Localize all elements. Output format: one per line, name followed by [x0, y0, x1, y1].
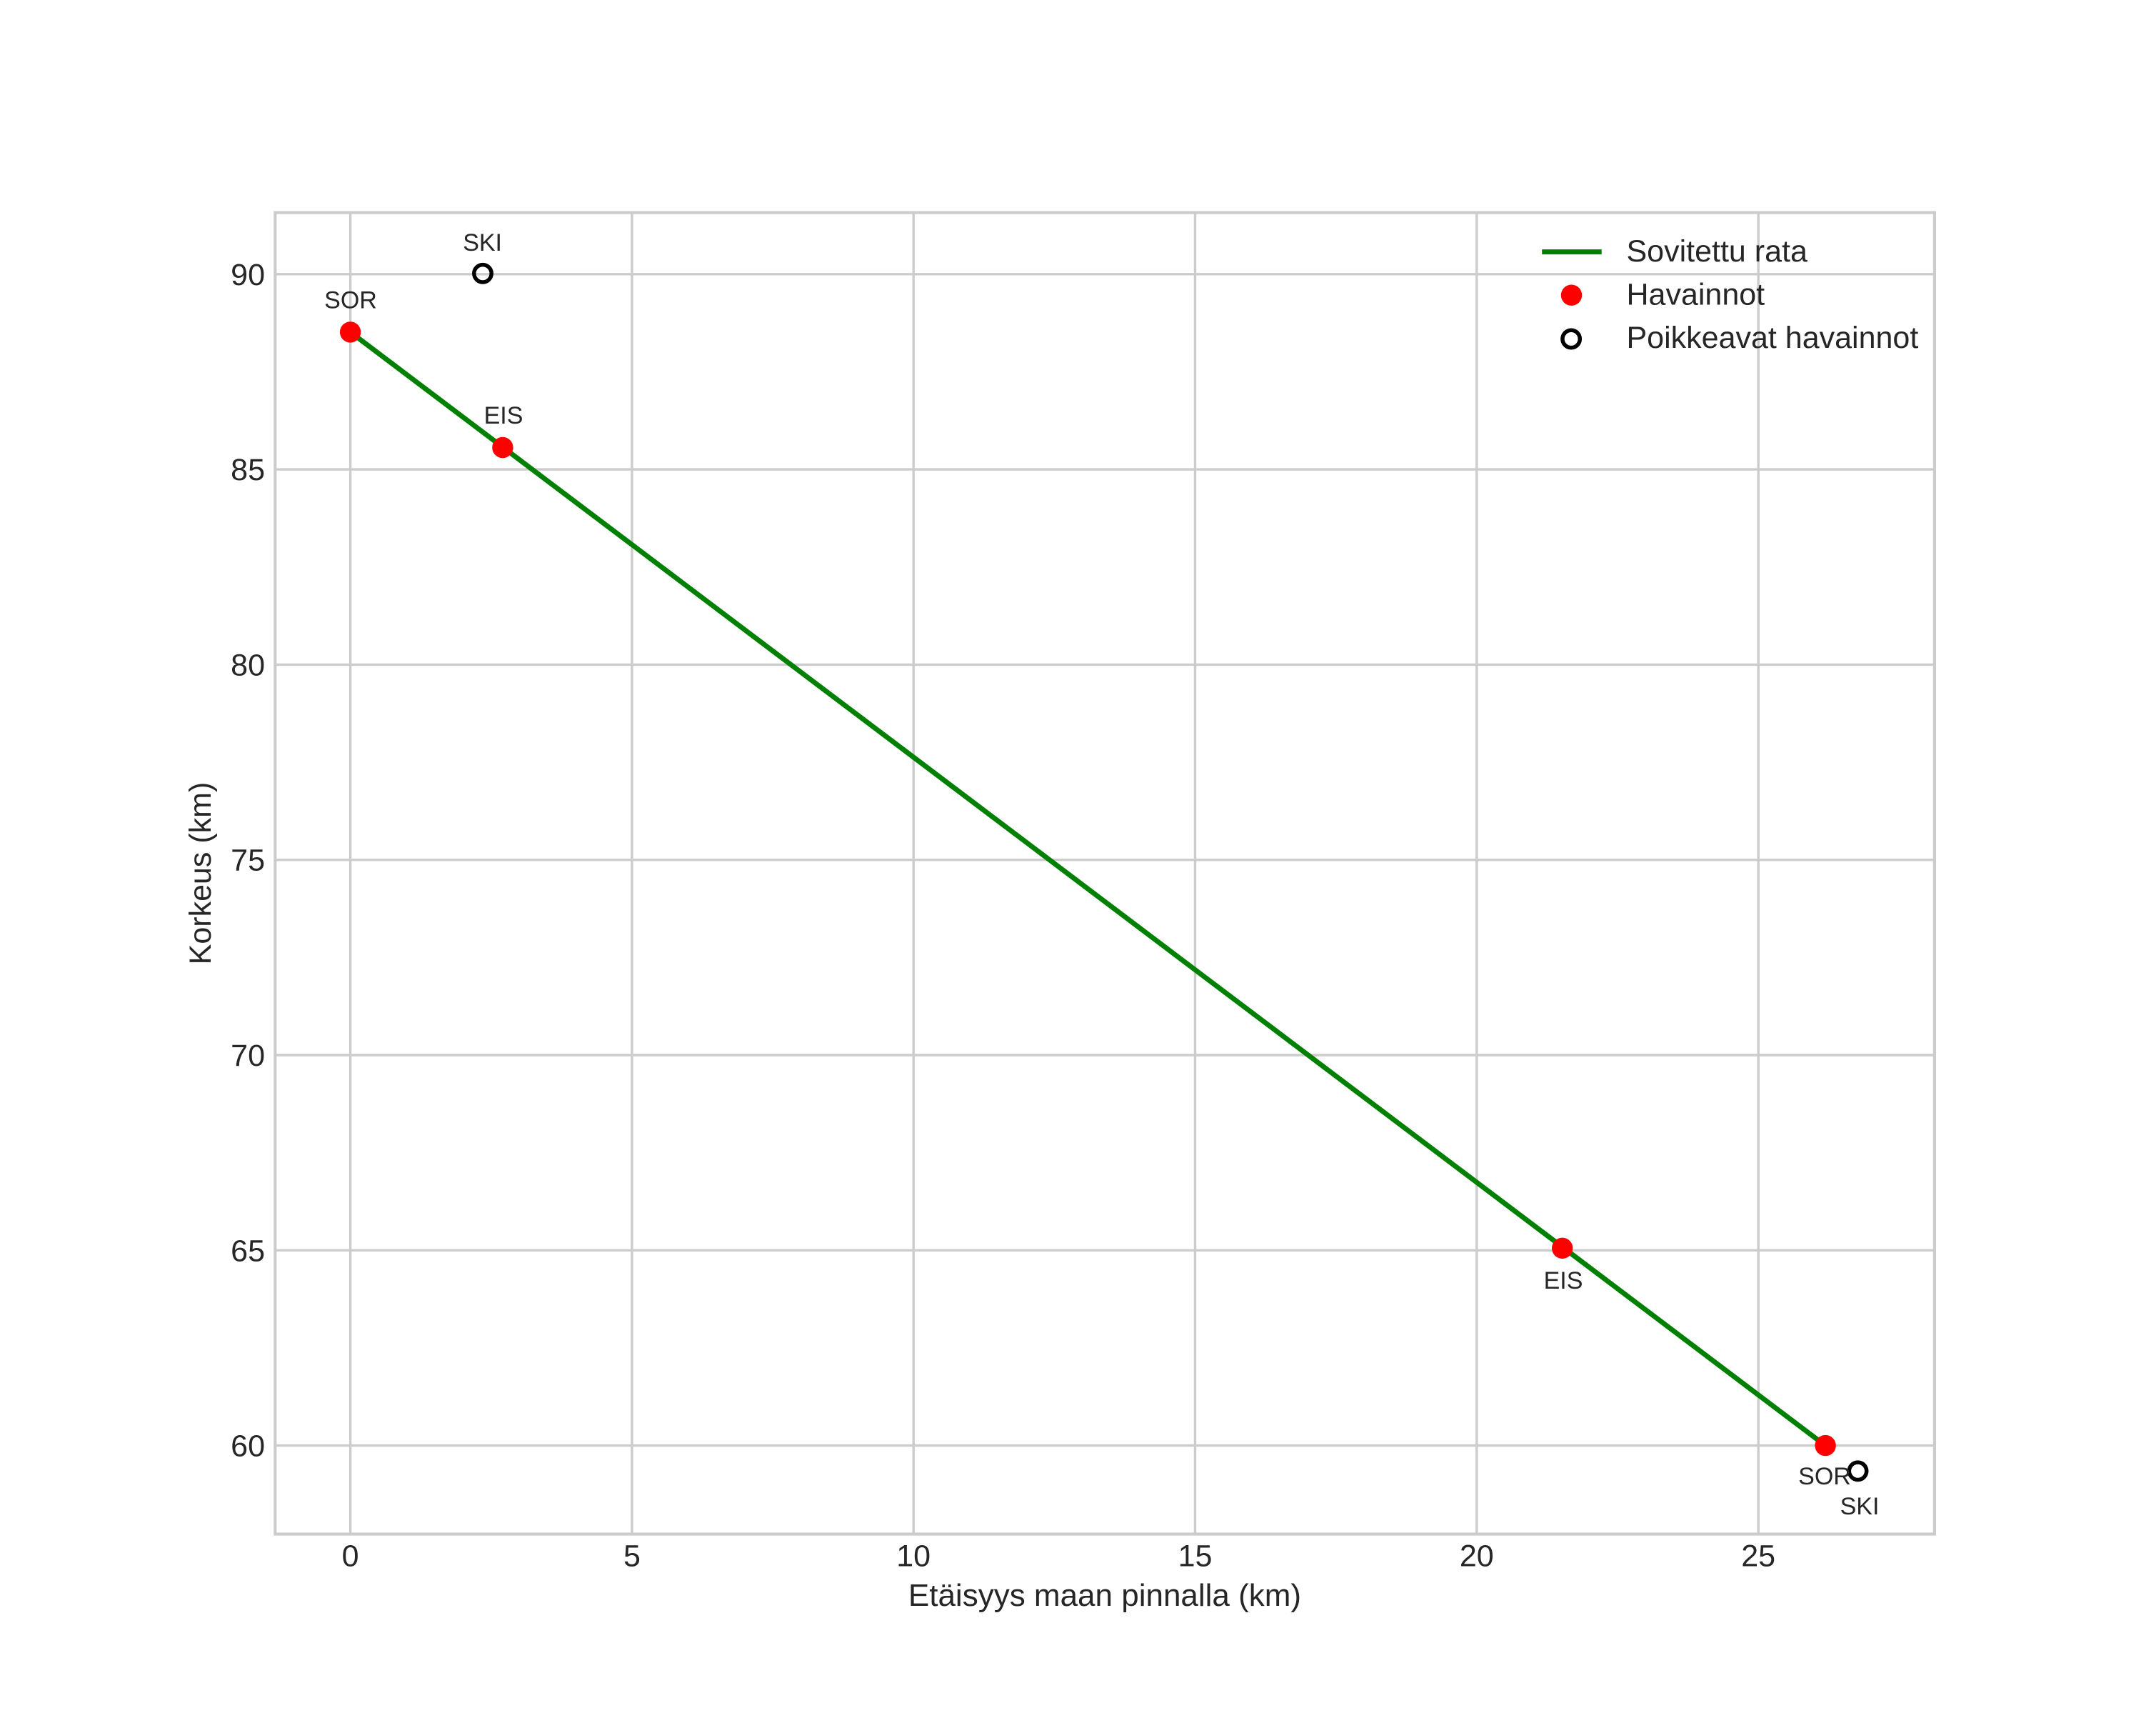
svg-text:60: 60 [231, 1429, 265, 1464]
svg-text:90: 90 [231, 258, 265, 292]
svg-text:Sovitettu rata: Sovitettu rata [1627, 234, 1807, 269]
svg-text:25: 25 [1741, 1539, 1775, 1574]
svg-text:SKI: SKI [1840, 1493, 1880, 1520]
svg-text:Havainnot: Havainnot [1627, 278, 1765, 312]
svg-text:75: 75 [231, 844, 265, 878]
svg-text:SOR: SOR [1798, 1463, 1851, 1490]
svg-text:65: 65 [231, 1234, 265, 1268]
svg-text:15: 15 [1178, 1539, 1213, 1574]
svg-text:85: 85 [231, 453, 265, 487]
svg-text:10: 10 [896, 1539, 931, 1574]
svg-text:70: 70 [231, 1039, 265, 1073]
svg-text:20: 20 [1460, 1539, 1494, 1574]
svg-text:80: 80 [231, 648, 265, 682]
svg-text:5: 5 [623, 1539, 641, 1574]
svg-text:EIS: EIS [484, 402, 523, 429]
svg-text:Korkeus (km): Korkeus (km) [184, 782, 218, 965]
svg-text:0: 0 [342, 1539, 359, 1574]
svg-text:EIS: EIS [1544, 1267, 1583, 1294]
svg-text:Etäisyys maan pinnalla (km): Etäisyys maan pinnalla (km) [908, 1578, 1301, 1613]
svg-text:Poikkeavat havainnot: Poikkeavat havainnot [1627, 321, 1919, 355]
svg-text:SOR: SOR [324, 287, 377, 314]
svg-text:SKI: SKI [463, 229, 502, 256]
